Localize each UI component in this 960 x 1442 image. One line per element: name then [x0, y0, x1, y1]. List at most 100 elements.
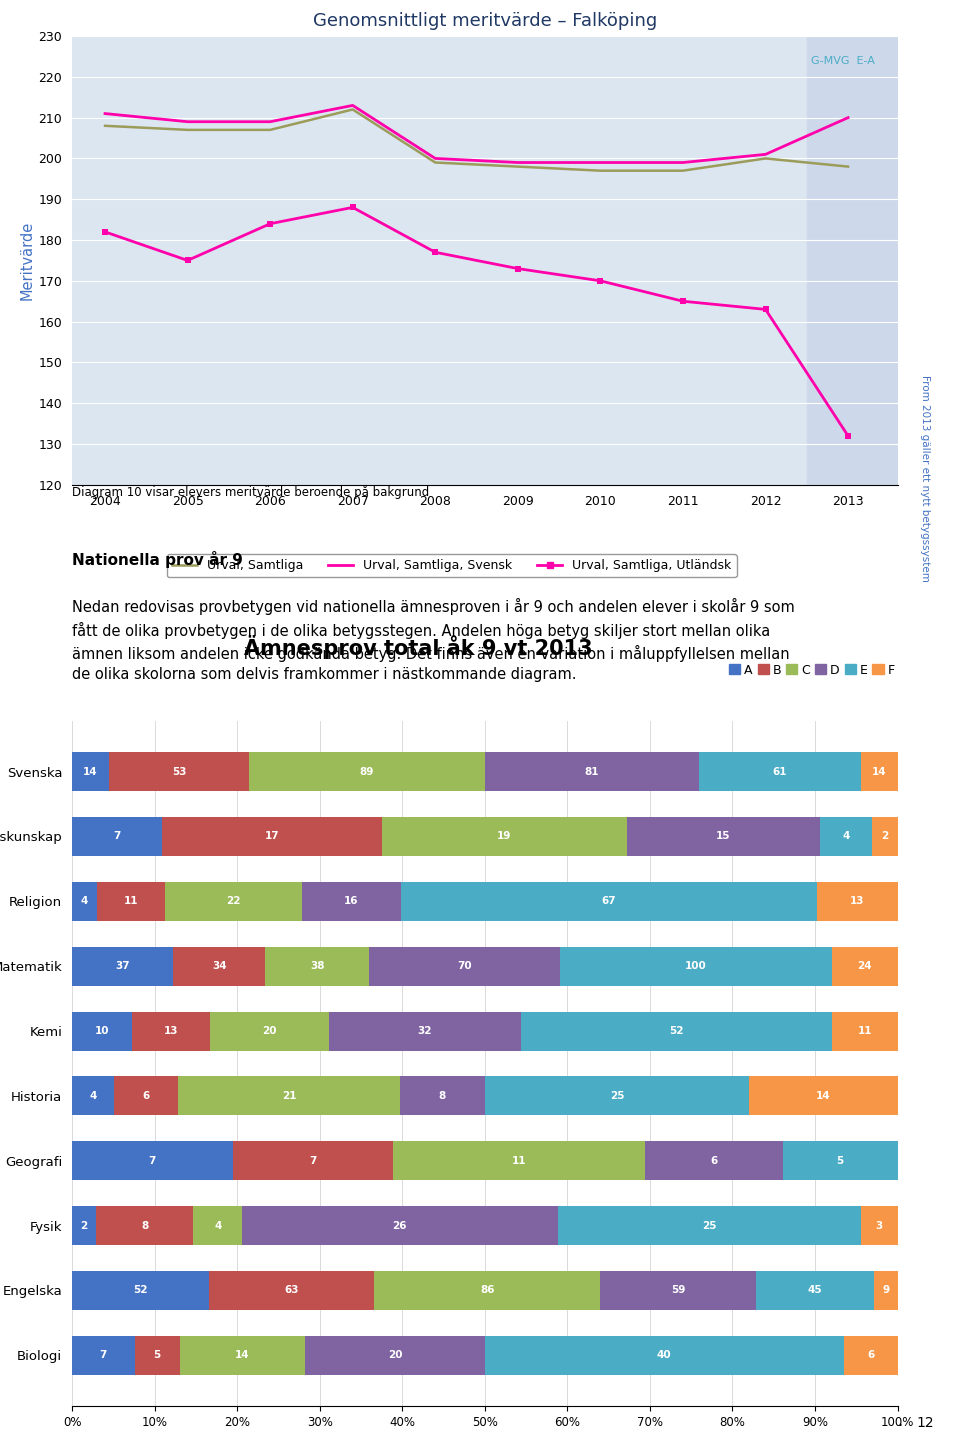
- Text: 11: 11: [857, 1027, 872, 1035]
- Text: 52: 52: [669, 1027, 684, 1035]
- Text: 16: 16: [344, 897, 359, 907]
- Text: 4: 4: [214, 1220, 222, 1230]
- Bar: [301, 883, 401, 921]
- Text: 40: 40: [657, 1350, 672, 1360]
- Text: Ämnesprov total åk 9 vt 2013: Ämnesprov total åk 9 vt 2013: [245, 636, 593, 659]
- Text: 2: 2: [81, 1220, 87, 1230]
- Text: 20: 20: [388, 1350, 402, 1360]
- Text: 22: 22: [227, 897, 241, 907]
- Bar: [72, 1076, 114, 1115]
- Bar: [485, 1076, 750, 1115]
- Y-axis label: Meritvärde: Meritvärde: [19, 221, 35, 300]
- Text: 52: 52: [133, 1285, 148, 1295]
- Text: 10: 10: [95, 1027, 109, 1035]
- Bar: [645, 1141, 783, 1180]
- Text: 25: 25: [610, 1092, 624, 1100]
- Text: 15: 15: [716, 832, 731, 842]
- Text: 81: 81: [585, 767, 599, 777]
- Text: 37: 37: [115, 962, 130, 970]
- Text: 24: 24: [857, 962, 873, 970]
- Text: 13: 13: [163, 1027, 178, 1035]
- Bar: [72, 1012, 132, 1051]
- Title: Genomsnittligt meritvärde – Falköping: Genomsnittligt meritvärde – Falköping: [313, 13, 657, 30]
- Bar: [750, 1076, 898, 1115]
- Text: 100: 100: [685, 962, 707, 970]
- Text: 14: 14: [84, 767, 98, 777]
- Text: 63: 63: [284, 1285, 299, 1295]
- Bar: [173, 947, 266, 986]
- Text: 4: 4: [89, 1092, 97, 1100]
- Text: 25: 25: [702, 1220, 717, 1230]
- Text: 7: 7: [149, 1156, 156, 1165]
- Text: 14: 14: [235, 1350, 250, 1360]
- Text: 86: 86: [480, 1285, 494, 1295]
- Text: 89: 89: [360, 767, 374, 777]
- Text: 8: 8: [141, 1220, 149, 1230]
- Text: From 2013 gäller ett nytt betygssystem: From 2013 gäller ett nytt betygssystem: [920, 375, 929, 581]
- Bar: [374, 1270, 601, 1309]
- Bar: [180, 1335, 305, 1374]
- Text: 20: 20: [262, 1027, 276, 1035]
- Bar: [369, 947, 560, 986]
- Bar: [132, 1012, 209, 1051]
- Bar: [250, 753, 485, 792]
- Bar: [72, 818, 162, 857]
- Legend: Urval, Samtliga, Urval, Samtliga, Svensk, Urval, Samtliga, Utländsk: Urval, Samtliga, Urval, Samtliga, Svensk…: [167, 554, 736, 577]
- Bar: [162, 818, 382, 857]
- Bar: [485, 1335, 844, 1374]
- Text: Nationella prov år 9: Nationella prov år 9: [72, 551, 243, 568]
- Bar: [401, 883, 817, 921]
- Bar: [832, 947, 898, 986]
- Bar: [72, 753, 109, 792]
- Text: 17: 17: [265, 832, 279, 842]
- Bar: [560, 947, 832, 986]
- Bar: [193, 1206, 242, 1244]
- Bar: [305, 1335, 485, 1374]
- Text: 4: 4: [81, 897, 88, 907]
- Text: G-MVG  E-A: G-MVG E-A: [811, 56, 875, 66]
- Text: 6: 6: [710, 1156, 718, 1165]
- Text: 32: 32: [418, 1027, 432, 1035]
- Bar: [329, 1012, 520, 1051]
- Text: 59: 59: [671, 1285, 685, 1295]
- Bar: [72, 947, 173, 986]
- Bar: [831, 1012, 898, 1051]
- Bar: [72, 1270, 208, 1309]
- Bar: [699, 753, 860, 792]
- Bar: [96, 1206, 193, 1244]
- Text: 3: 3: [876, 1220, 883, 1230]
- Text: 61: 61: [773, 767, 787, 777]
- Bar: [861, 1206, 898, 1244]
- Text: 7: 7: [100, 1350, 108, 1360]
- Bar: [72, 1141, 232, 1180]
- Text: 12: 12: [917, 1416, 934, 1430]
- Text: 14: 14: [816, 1092, 830, 1100]
- Text: 6: 6: [142, 1092, 150, 1100]
- Legend: A, B, C, D, E, F: A, B, C, D, E, F: [724, 659, 900, 682]
- Text: 7: 7: [113, 832, 121, 842]
- Text: 70: 70: [457, 962, 471, 970]
- Text: 7: 7: [309, 1156, 317, 1165]
- Bar: [860, 753, 898, 792]
- Text: 19: 19: [497, 832, 512, 842]
- Bar: [72, 1335, 134, 1374]
- Text: 9: 9: [882, 1285, 889, 1295]
- Text: 67: 67: [602, 897, 616, 907]
- Text: 6: 6: [867, 1350, 875, 1360]
- Bar: [817, 883, 898, 921]
- Bar: [520, 1012, 831, 1051]
- Bar: [165, 883, 301, 921]
- Text: 21: 21: [281, 1092, 297, 1100]
- Text: 5: 5: [154, 1350, 161, 1360]
- Text: 11: 11: [512, 1156, 526, 1165]
- Text: 13: 13: [850, 897, 865, 907]
- Bar: [109, 753, 250, 792]
- Bar: [783, 1141, 898, 1180]
- Bar: [266, 947, 369, 986]
- Text: Nedan redovisas provbetygen vid nationella ämnesproven i år 9 och andelen elever: Nedan redovisas provbetygen vid nationel…: [72, 598, 795, 682]
- Bar: [485, 753, 699, 792]
- Text: 53: 53: [172, 767, 186, 777]
- Text: Diagram 10 visar elevers meritvärde beroende på bakgrund: Diagram 10 visar elevers meritvärde bero…: [72, 485, 429, 499]
- Bar: [232, 1141, 393, 1180]
- Bar: [209, 1012, 329, 1051]
